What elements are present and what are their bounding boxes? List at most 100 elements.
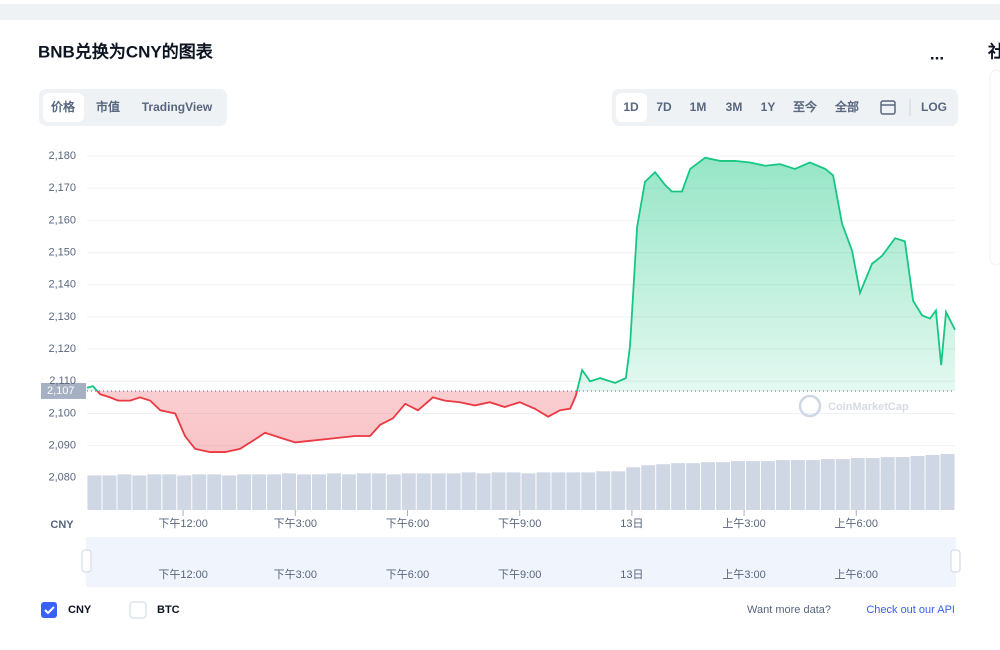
navigator-tick-label: 上午3:00 (722, 568, 765, 581)
volume-bar (117, 474, 132, 510)
volume-bar (716, 462, 731, 510)
navigator-tick-label: 下午12:00 (158, 568, 208, 581)
x-tick-label: 下午9:00 (498, 517, 541, 530)
navigator-handle[interactable] (81, 549, 92, 573)
area-down (87, 390, 955, 453)
reference-label: 2,107 (47, 385, 75, 397)
volume-bar (940, 454, 955, 510)
navigator[interactable] (86, 537, 956, 587)
log-button[interactable]: LOG (921, 100, 947, 114)
area-up (87, 157, 955, 391)
range-button[interactable]: 1D (623, 100, 639, 114)
check (44, 606, 55, 615)
y-tick-label: 2,110 (49, 375, 76, 387)
volume-bar (491, 472, 506, 510)
x-tick-label: 13日 (620, 518, 643, 530)
volume-bar (745, 461, 760, 510)
menu-button[interactable]: ... (930, 44, 944, 63)
volume-bar (910, 456, 925, 510)
y-tick-label: 2,120 (48, 343, 76, 355)
more-data: Want more data? (747, 604, 831, 616)
range-button[interactable]: 1M (690, 100, 707, 114)
volume-bar (805, 460, 820, 510)
volume-bar (431, 473, 446, 510)
plot (41, 155, 956, 586)
volume-bar (536, 472, 551, 510)
y-tick-label: 2,170 (48, 182, 76, 194)
volume-bar (416, 473, 431, 510)
legend-label[interactable]: BTC (157, 604, 180, 616)
chart-title: BNB兑换为CNY的图表 (38, 41, 214, 61)
volume-bar (102, 475, 117, 510)
navigator-tick-label: 13日 (620, 569, 643, 581)
volume-bar (880, 457, 895, 510)
x-tick-label: 下午3:00 (274, 517, 317, 530)
checkbox[interactable] (129, 601, 147, 619)
volume-bar (775, 460, 790, 510)
volume-bar (132, 475, 147, 510)
range-button[interactable]: 全部 (834, 99, 859, 114)
volume-bar (835, 459, 850, 510)
volume-bar (267, 474, 282, 510)
tab-selected (43, 93, 84, 122)
volume-bar (760, 461, 775, 510)
watermark-text: CoinMarketCap (828, 401, 909, 413)
tab[interactable]: TradingView (142, 100, 213, 114)
y-tick-label: 2,080 (48, 472, 76, 484)
y-tick-label: 2,130 (48, 311, 76, 323)
volume-bar (192, 474, 207, 510)
side-heading: 社 (987, 41, 1000, 61)
x-tick-label: 上午3:00 (722, 517, 765, 530)
range-button[interactable]: 7D (656, 100, 672, 114)
y-tick-label: 2,180 (48, 150, 76, 162)
volume-bar (521, 473, 536, 510)
checkbox[interactable] (41, 602, 57, 618)
volume-bar (820, 459, 835, 510)
volume-bar (790, 460, 805, 510)
volume-bar (656, 464, 671, 510)
watermark: CoinMarketCap (798, 394, 909, 418)
navigator-handle[interactable] (950, 549, 961, 573)
volume-bar (446, 473, 461, 510)
volume-bar (371, 473, 386, 510)
navigator-tick-label: 下午6:00 (386, 568, 429, 581)
range-button[interactable]: 3M (726, 100, 743, 114)
volume-bar (925, 455, 940, 510)
volume-bar (686, 463, 701, 510)
volume-bar (476, 473, 491, 510)
volume-bar (162, 474, 177, 510)
volume-bar (252, 474, 267, 510)
volume-bar (850, 458, 865, 510)
x-tick-label: 下午12:00 (158, 517, 208, 530)
volume-bar (731, 461, 745, 510)
tab-group (39, 89, 227, 126)
y-tick-label: 2,140 (48, 279, 76, 291)
volume-bar (611, 471, 626, 510)
tab[interactable]: 价格 (51, 99, 76, 114)
volume-bar (581, 472, 596, 510)
volume-bar (386, 474, 401, 510)
range-button[interactable]: 至今 (793, 99, 818, 114)
side-card (989, 69, 1000, 266)
tab[interactable]: 市值 (96, 99, 120, 114)
range-button[interactable]: 1Y (761, 100, 776, 114)
volume-bar (865, 458, 880, 510)
volume-bar (596, 471, 611, 510)
legend-label[interactable]: CNY (68, 604, 92, 616)
y-tick-label: 2,100 (48, 407, 76, 419)
volume-bar (671, 463, 686, 510)
calendar-icon[interactable] (880, 100, 896, 115)
range-group (612, 89, 958, 126)
volume-bar (297, 474, 311, 510)
top-bar (0, 4, 1000, 20)
volume-bar (701, 462, 716, 510)
x-tick-label: 下午6:00 (386, 517, 429, 530)
x-tick-label: 上午6:00 (835, 517, 878, 530)
volume-bar (641, 465, 656, 510)
volume-bar (626, 467, 641, 510)
volume-bar (551, 472, 566, 510)
api-link[interactable]: Check out our API (866, 604, 955, 616)
y-tick-label: 2,150 (48, 247, 76, 259)
volume-bar (207, 474, 222, 510)
